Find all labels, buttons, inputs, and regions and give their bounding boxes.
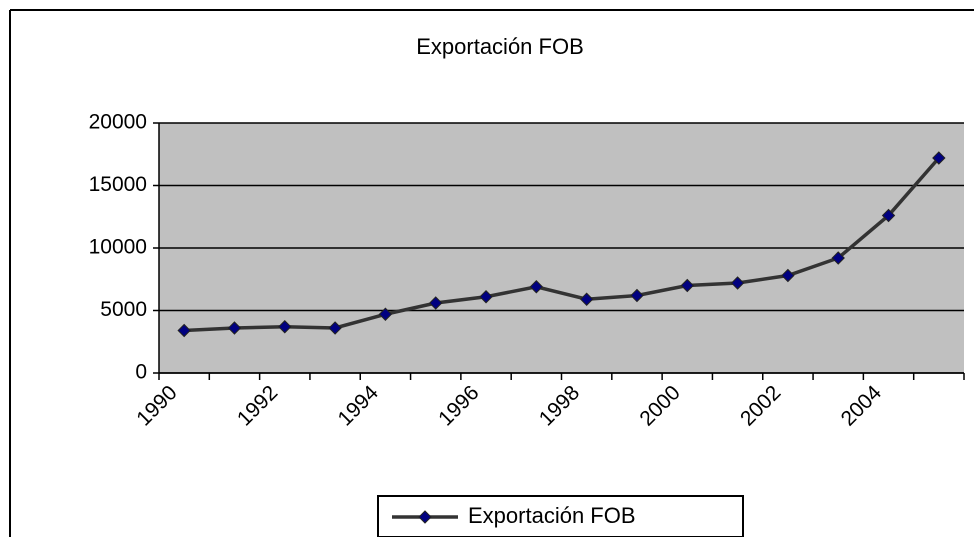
data-point: [278, 320, 292, 334]
data-point: [227, 321, 242, 335]
y-tick-label: 15000: [89, 173, 147, 196]
data-point: [680, 278, 694, 293]
x-tick-label: 1994: [334, 381, 384, 431]
data-point: [881, 208, 896, 223]
series-line: [184, 156, 941, 333]
y-tick-label: 20000: [89, 111, 147, 134]
x-tick-label: 1992: [233, 381, 282, 430]
chart-title: Exportación FOB: [416, 34, 584, 59]
x-tick-label: 1990: [132, 381, 181, 430]
data-point: [429, 296, 443, 310]
x-tick-label: 2000: [635, 381, 684, 430]
x-tick-label: 1996: [434, 381, 483, 430]
y-tick-label: 0: [135, 361, 147, 384]
data-point: [831, 251, 845, 265]
data-point: [328, 321, 342, 335]
legend-label: Exportación FOB: [468, 503, 636, 528]
data-point: [630, 288, 644, 303]
x-tick-label: 2004: [837, 381, 887, 431]
data-point: [529, 280, 544, 294]
x-tick-label: 1998: [535, 381, 584, 430]
x-tick-label: 2002: [736, 381, 785, 430]
legend-marker: [418, 510, 432, 524]
data-point: [781, 268, 795, 283]
data-point: [378, 307, 393, 321]
y-tick-label: 10000: [89, 236, 147, 259]
y-tick-label: 5000: [100, 298, 147, 321]
data-point: [479, 290, 493, 304]
data-point: [579, 292, 594, 306]
data-point: [932, 151, 946, 165]
data-point: [730, 276, 745, 290]
data-point: [177, 323, 191, 338]
